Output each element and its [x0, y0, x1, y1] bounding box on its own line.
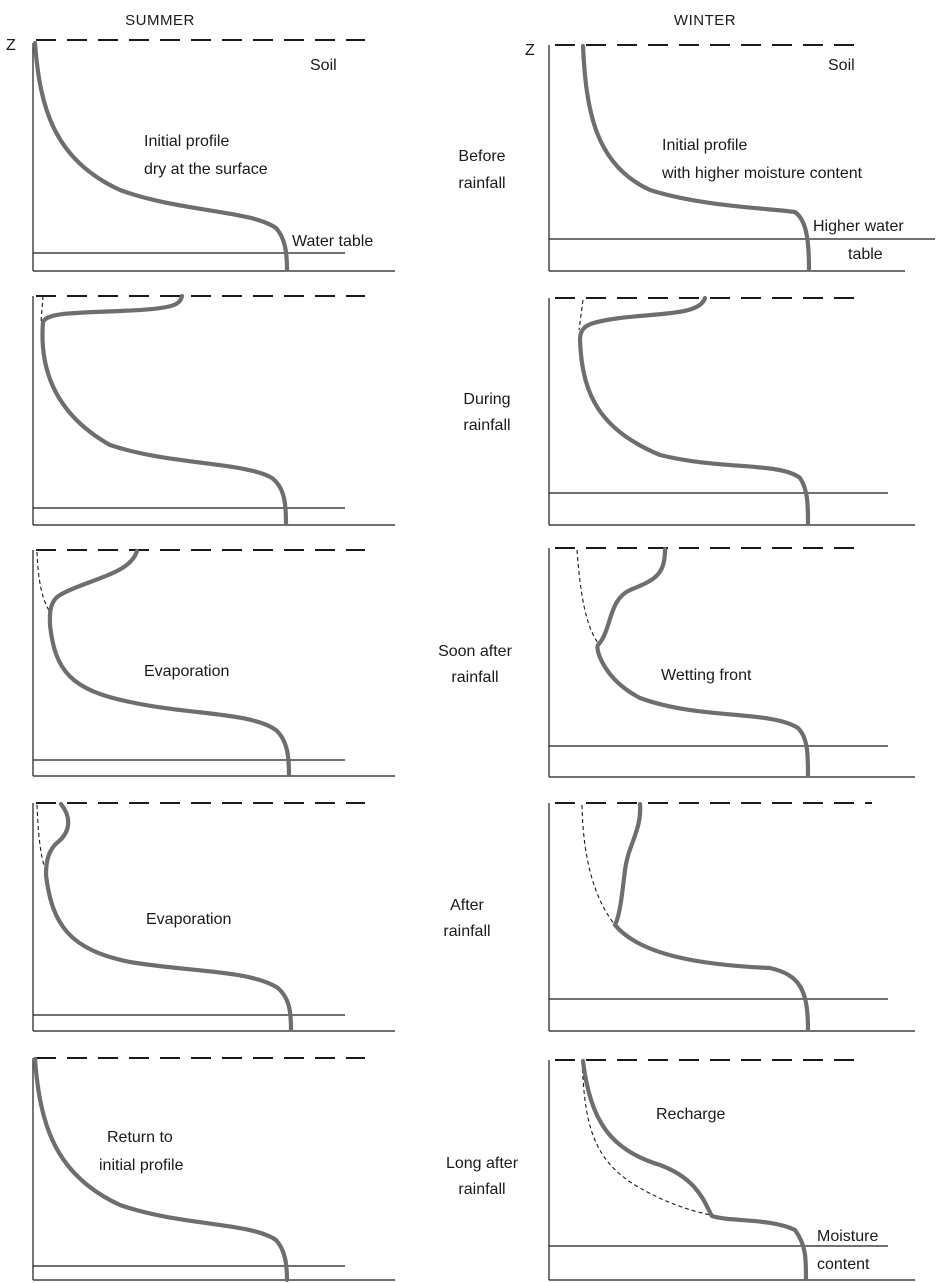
stage-label-line: rainfall [458, 1181, 505, 1198]
winter-panel-long-after-rainfall: Recharge Moisture content [548, 1058, 915, 1282]
stage-note-line: Return to [107, 1129, 173, 1146]
moisture-profile [580, 1058, 809, 1282]
higher-water-table-label: Higher water [813, 218, 904, 235]
initial-profile-reference [36, 551, 51, 613]
moisture-profile [43, 801, 294, 1033]
initial-profile-reference [576, 549, 599, 644]
moisture-profile [577, 295, 811, 527]
moisture-profile [32, 40, 290, 273]
stage-note-line: Initial profile [144, 133, 229, 150]
initial-profile-reference [40, 295, 44, 323]
higher-water-table-label: table [848, 246, 883, 263]
stage-labels: Before rainfall During rainfall Soon aft… [438, 148, 519, 1198]
stage-note-line: Evaporation [146, 911, 231, 928]
stage-label-line: During [463, 391, 510, 408]
summer-header: SUMMER [125, 12, 195, 29]
winter-panel-during-rainfall [548, 295, 915, 527]
stage-note-line: dry at the surface [144, 161, 268, 178]
summer-panel-before-rainfall: Soil Water table Initial profile dry at … [32, 39, 395, 273]
soil-label: Soil [828, 57, 855, 74]
stage-label-line: Long after [446, 1155, 519, 1172]
stage-label-line: rainfall [463, 417, 510, 434]
stage-note-line: Wetting front [661, 667, 752, 684]
stage-label-line: rainfall [451, 669, 498, 686]
stage-note-line: Initial profile [662, 137, 747, 154]
winter-panel-after-rainfall [548, 801, 915, 1033]
initial-profile-reference [578, 299, 584, 331]
stage-label-line: rainfall [443, 923, 490, 940]
stage-note-line: initial profile [99, 1157, 184, 1174]
soil-label: Soil [310, 57, 337, 74]
moisture-content-label: content [817, 1256, 870, 1273]
winter-panel-before-rainfall: Soil Higher water table Initial profile … [548, 43, 935, 273]
moisture-profile [612, 801, 811, 1033]
summer-panel-long-after-rainfall: Return to initial profile [32, 1056, 395, 1283]
stage-label-line: Soon after [438, 643, 513, 660]
moisture-profile [40, 293, 289, 527]
moisture-profile [47, 548, 292, 778]
summer-panel-during-rainfall [32, 293, 395, 527]
z-axis-label-summer: Z [6, 37, 16, 54]
winter-header: WINTER [674, 12, 736, 29]
stage-note-line: with higher moisture content [661, 165, 863, 182]
stage-label-line: Before [458, 148, 505, 165]
stage-label-line: rainfall [458, 175, 505, 192]
moisture-content-label: Moisture [817, 1228, 878, 1245]
initial-profile-reference [581, 804, 616, 926]
moisture-profile [32, 1056, 290, 1283]
stage-label-line: After [450, 897, 484, 914]
initial-profile-reference [36, 804, 46, 869]
water-table-label: Water table [292, 233, 373, 250]
summer-panel-after-rainfall: Evaporation [32, 801, 395, 1033]
moisture-profile [580, 43, 812, 273]
stage-note-line: Evaporation [144, 663, 229, 680]
stage-note-line: Recharge [656, 1106, 725, 1123]
winter-panel-soon-after-rainfall: Wetting front [548, 546, 915, 779]
z-axis-label-winter: Z [525, 42, 535, 59]
summer-panel-soon-after-rainfall: Evaporation [32, 548, 395, 778]
moisture-profile [595, 546, 811, 779]
initial-profile-reference [581, 1061, 741, 1221]
